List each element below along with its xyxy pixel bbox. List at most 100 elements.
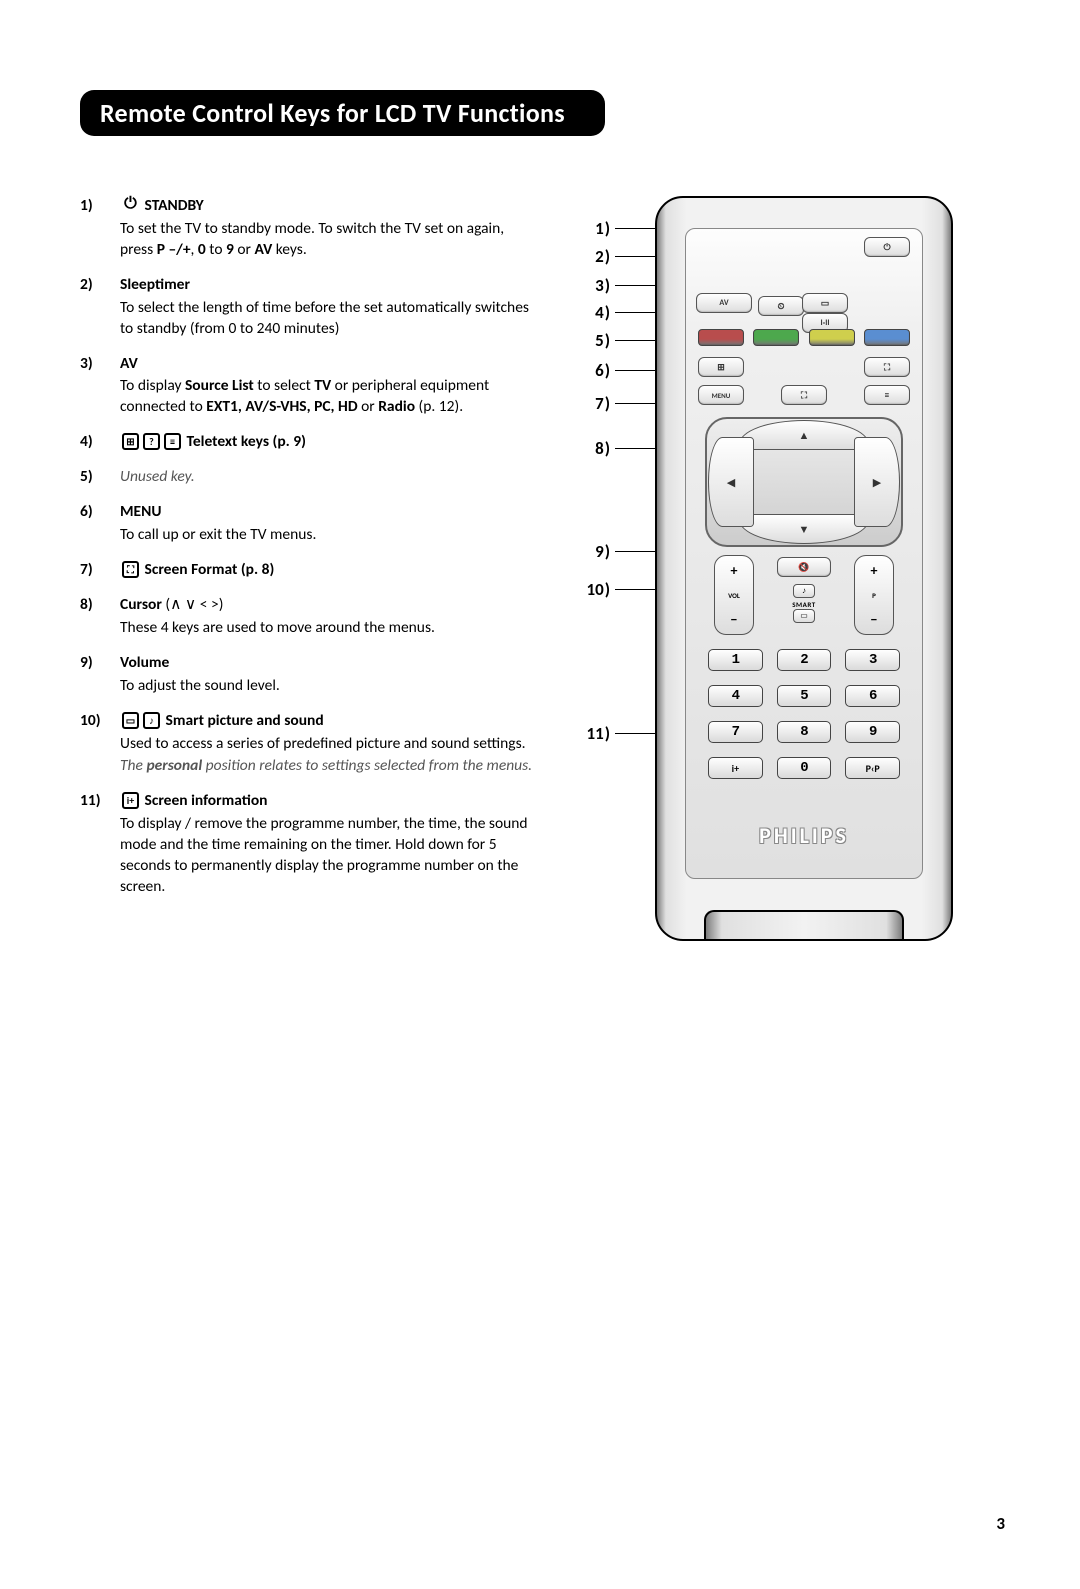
item-desc: To adjust the sound level. [120, 676, 540, 697]
item-desc: These 4 keys are used to move around the… [120, 618, 540, 639]
item-body: Unused key. [118, 467, 540, 488]
num-key-7[interactable]: 7 [708, 721, 763, 743]
color-key-1[interactable] [753, 329, 799, 346]
item-title: ▭♪ Smart picture and sound [120, 711, 540, 732]
item-number: 9) [80, 653, 118, 697]
item-body: ▭♪ Smart picture and soundUsed to access… [118, 711, 540, 778]
remote-diagram: 1234567891011 ⏻ AV ⏲ ▭ I [570, 196, 1010, 966]
item-desc: To display / remove the programme number… [120, 814, 540, 898]
item-title: ⛶ Screen Format (p. 8) [120, 560, 540, 581]
function-item: 3)AVTo display Source List to select TV … [80, 354, 540, 419]
remote-panel: ⏻ AV ⏲ ▭ I‑II [685, 228, 923, 879]
timer-button[interactable]: ⏲ [758, 296, 804, 316]
function-item: 11)i+ Screen informationTo display / rem… [80, 791, 540, 898]
sleeptimer-group: AV [696, 293, 752, 313]
callout-7: 7 [570, 393, 610, 414]
num-key-1[interactable]: 1 [708, 649, 763, 671]
remote-body: ⏻ AV ⏲ ▭ I‑II [655, 196, 953, 941]
item-title: Cursor (∧ ∨ < >) [120, 595, 540, 616]
screen-format-button[interactable]: ⛶ [781, 385, 827, 405]
function-item: 5)Unused key. [80, 467, 540, 488]
callout-2: 2 [570, 246, 610, 267]
format-button-2[interactable]: ⛶ [864, 357, 910, 377]
item-body: VolumeTo adjust the sound level. [118, 653, 540, 697]
item-number: 2) [80, 275, 118, 340]
item-title: ⏻ STANDBY [120, 196, 540, 217]
cursor-dpad: ▲ ▼ ◀ ▶ [705, 417, 903, 547]
cursor-left[interactable]: ◀ [708, 437, 754, 527]
teletext-group: ▭ I‑II [802, 293, 912, 333]
function-list: 1)⏻ STANDBYTo set the TV to standby mode… [80, 196, 540, 966]
item-number: 7) [80, 560, 118, 581]
callout-10: 10 [570, 579, 610, 600]
callout-11: 11 [570, 723, 610, 744]
item-body: Cursor (∧ ∨ < >)These 4 keys are used to… [118, 595, 540, 639]
function-item: 4)⊞?≡ Teletext keys (p. 9) [80, 432, 540, 453]
item-title: ⊞?≡ Teletext keys (p. 9) [120, 432, 540, 453]
item-desc: To call up or exit the TV menus. [120, 525, 540, 546]
num-key-2[interactable]: 2 [777, 649, 832, 671]
remote-lip [704, 910, 904, 940]
power-button[interactable]: ⏻ [864, 237, 910, 257]
mute-button[interactable]: 🔇 [777, 557, 831, 577]
item-number: 11) [80, 791, 118, 898]
item-body: ⏻ STANDBYTo set the TV to standby mode. … [118, 196, 540, 261]
item-body: MENUTo call up or exit the TV menus. [118, 502, 540, 546]
number-pad: 123 456 789 i+ 0 P‹P [708, 649, 900, 779]
brand-logo: PHILIPS [657, 822, 951, 849]
menu-button[interactable]: MENU [698, 385, 744, 405]
item-body: ⊞?≡ Teletext keys (p. 9) [118, 432, 540, 453]
teletext-expand-button[interactable]: ⊞ [698, 357, 744, 377]
item-desc: To set the TV to standby mode. To switch… [120, 219, 540, 261]
item-number: 3) [80, 354, 118, 419]
function-item: 10)▭♪ Smart picture and soundUsed to acc… [80, 711, 540, 778]
smart-sound-button[interactable]: ♪ [793, 584, 815, 598]
item-number: 8) [80, 595, 118, 639]
item-body: i+ Screen informationTo display / remove… [118, 791, 540, 898]
item-title: Unused key. [120, 467, 540, 488]
program-rocker[interactable]: +P− [854, 555, 894, 635]
smart-group: ♪ SMART ▭ [774, 584, 834, 623]
item-title: Sleeptimer [120, 275, 540, 296]
num-key-6[interactable]: 6 [845, 685, 900, 707]
color-key-3[interactable] [864, 329, 910, 346]
item-body: AVTo display Source List to select TV or… [118, 354, 540, 419]
tt-button-1[interactable]: ▭ [802, 293, 848, 313]
av-button[interactable]: AV [696, 293, 752, 313]
num-key-4[interactable]: 4 [708, 685, 763, 707]
item-desc: Used to access a series of predefined pi… [120, 734, 540, 755]
prev-program-button[interactable]: P‹P [845, 757, 900, 779]
callout-5: 5 [570, 330, 610, 351]
num-key-3[interactable]: 3 [845, 649, 900, 671]
callout-6: 6 [570, 360, 610, 381]
item-body: ⛶ Screen Format (p. 8) [118, 560, 540, 581]
item-number: 1) [80, 196, 118, 261]
info-button[interactable]: i+ [708, 757, 763, 779]
item-number: 10) [80, 711, 118, 778]
item-number: 5) [80, 467, 118, 488]
callout-1: 1 [570, 218, 610, 239]
item-desc: To display Source List to select TV or p… [120, 376, 540, 418]
list-button[interactable]: ≡ [864, 385, 910, 405]
callout-9: 9 [570, 541, 610, 562]
color-key-2[interactable] [809, 329, 855, 346]
item-title: MENU [120, 502, 540, 523]
item-note: The personal position relates to setting… [120, 756, 540, 777]
num-key-5[interactable]: 5 [777, 685, 832, 707]
item-body: SleeptimerTo select the length of time b… [118, 275, 540, 340]
item-title: AV [120, 354, 540, 375]
num-key-0[interactable]: 0 [777, 757, 832, 779]
item-number: 4) [80, 432, 118, 453]
smart-picture-button[interactable]: ▭ [793, 609, 815, 623]
color-key-0[interactable] [698, 329, 744, 346]
item-title: i+ Screen information [120, 791, 540, 812]
callout-8: 8 [570, 438, 610, 459]
item-number: 6) [80, 502, 118, 546]
page-title: Remote Control Keys for LCD TV Functions [80, 90, 605, 136]
num-key-9[interactable]: 9 [845, 721, 900, 743]
page-number: 3 [996, 1513, 1005, 1534]
color-keys-row [698, 329, 910, 346]
num-key-8[interactable]: 8 [777, 721, 832, 743]
cursor-right[interactable]: ▶ [854, 437, 900, 527]
volume-rocker[interactable]: +VOL− [714, 555, 754, 635]
